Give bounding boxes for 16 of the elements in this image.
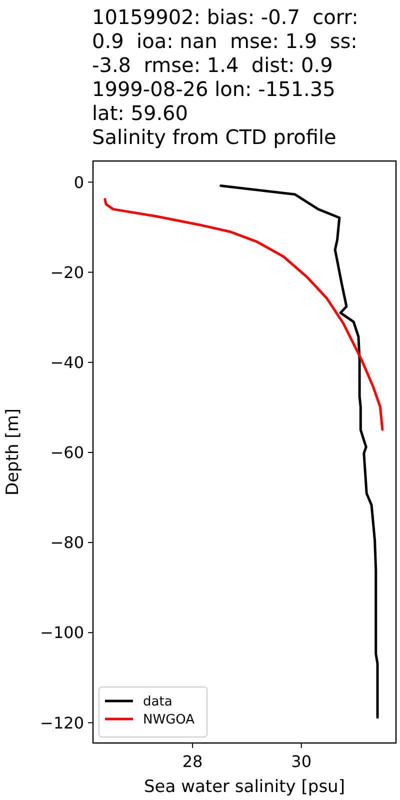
y-tick-label: −40 [50,352,84,372]
y-tick-label: −120 [40,713,84,732]
y-tick-label: 0 [74,172,84,192]
y-tick-label: −60 [50,443,84,462]
legend-label: NWGOA [143,712,195,728]
y-tick-label: −100 [40,623,84,642]
line-series [220,184,379,719]
y-tick-label: −80 [50,533,84,552]
x-tick-label: 28 [182,752,203,771]
x-axis-title: Sea water salinity [psu] [144,777,345,797]
y-tick-label: −20 [50,262,84,282]
x-tick-label: 30 [291,752,312,771]
legend-label: data [143,694,172,710]
chart-title: 10159902: bias: -0.7 corr: 0.9 ioa: nan mse: 1.9 ss: -3.8 rmse: 1.4 dist: 0.9 1999-08-26 lon: -151.35 lat: 59.60 Salinity from CTD profile [92,5,358,149]
line-series [104,198,384,431]
y-axis-title: Depth [m] [3,408,23,496]
